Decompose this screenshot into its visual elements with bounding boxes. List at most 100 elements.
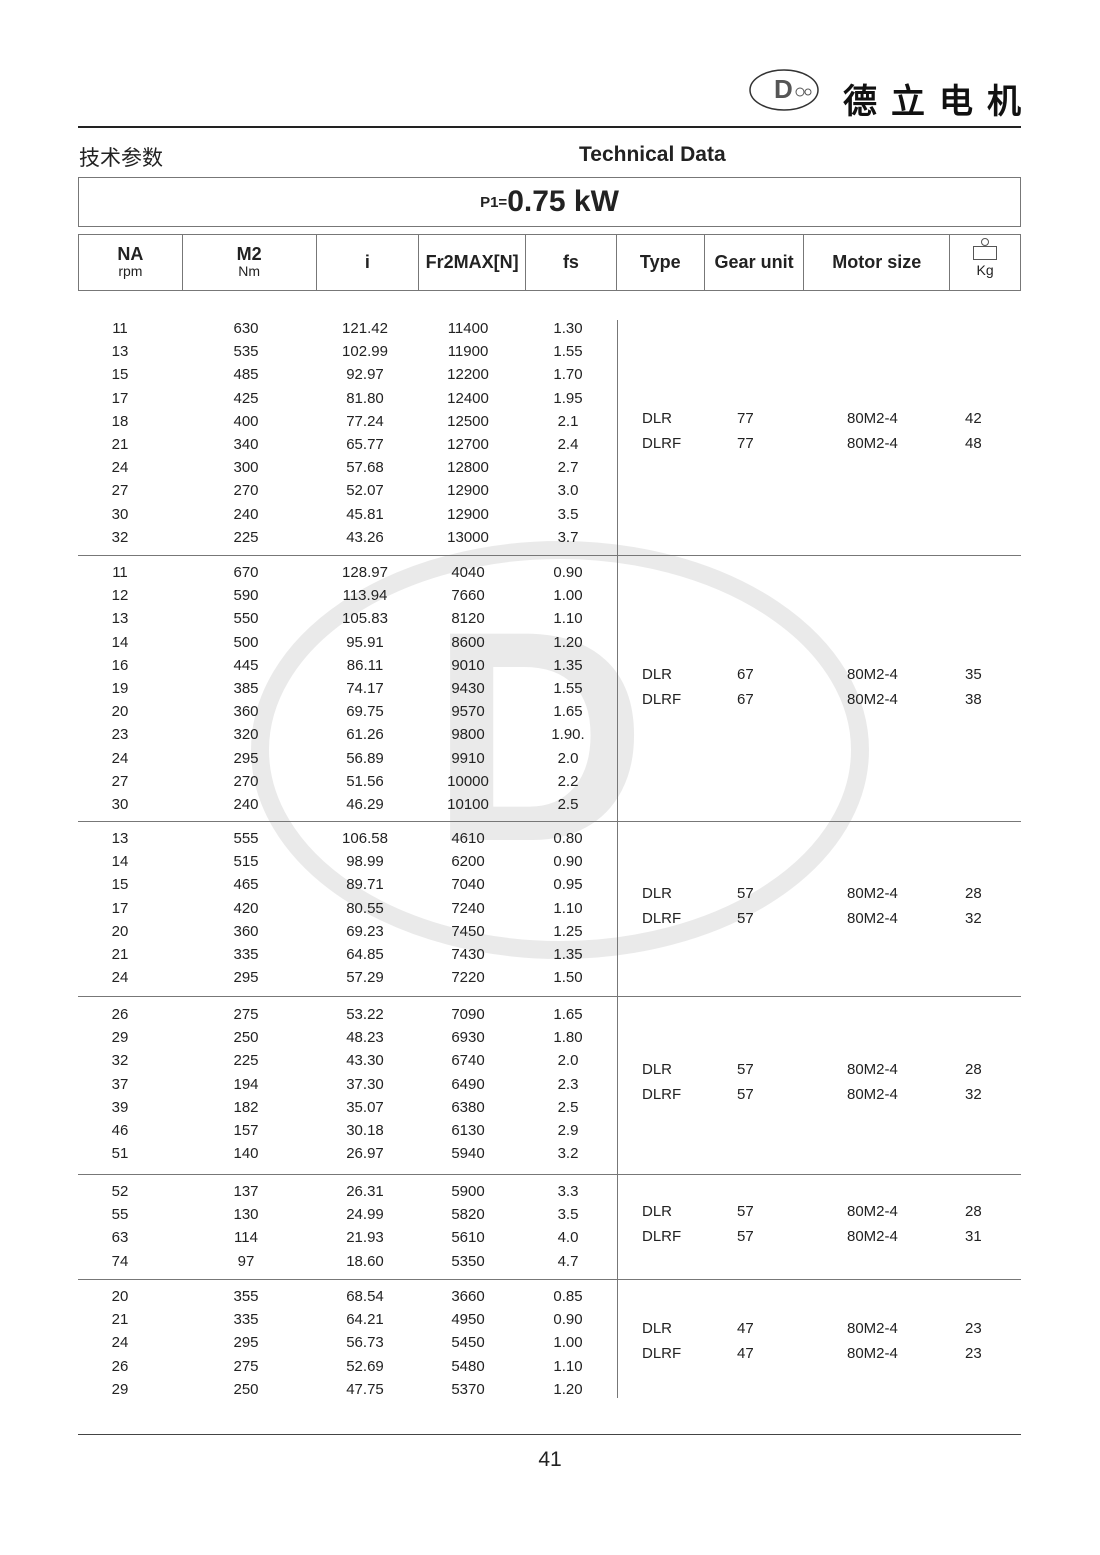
- cell-motor-size: 80M2-4: [847, 1345, 898, 1362]
- table-row: 52 137 26.31 5900 3.3: [78, 1179, 1021, 1202]
- cell-fs: 1.80: [553, 1029, 583, 1047]
- cell-motor-size: 80M2-4: [847, 885, 898, 903]
- spec-group: 26 275 53.22 7090 1.65 29 250 48.23 6930 1.80 32 22…: [78, 1002, 1021, 1164]
- cell-type: DLR: [642, 1320, 673, 1337]
- cell-m2: 130: [233, 1206, 259, 1224]
- cell-fr: 9800: [451, 726, 485, 744]
- cell-m2: 182: [233, 1098, 259, 1116]
- table-row: 29 250 47.75 5370 1.20: [78, 1377, 1021, 1400]
- cell-na: 24: [111, 749, 129, 767]
- cell-i: 57.29: [346, 969, 384, 987]
- cell-i: 89.71: [346, 876, 384, 894]
- table-row: 30 240 46.29 10100 2.5: [78, 792, 1021, 815]
- cell-type: DLRF: [642, 435, 682, 452]
- table-row: 27 270 52.07 12900 3.0: [78, 478, 1021, 501]
- cell-i: 46.29: [346, 795, 384, 813]
- cell-na: 24: [111, 969, 129, 987]
- cell-i: 30.18: [346, 1121, 384, 1139]
- cell-gear-unit: 47: [737, 1345, 754, 1362]
- cell-i: 21.93: [346, 1229, 384, 1247]
- cell-m2: 465: [233, 876, 259, 894]
- cell-fs: 1.55: [553, 343, 583, 361]
- cell-m2: 240: [233, 795, 259, 813]
- cell-fr: 12700: [447, 435, 489, 453]
- cell-na: 14: [111, 633, 129, 651]
- cell-m2: 275: [233, 1006, 259, 1023]
- table-row: 29 250 48.23 6930 1.80: [78, 1025, 1021, 1048]
- table-row: 23 320 61.26 9800 1.90.: [78, 722, 1021, 745]
- cell-i: 35.07: [346, 1098, 384, 1116]
- page-number: 41: [538, 1448, 562, 1471]
- cell-na: 32: [111, 528, 129, 546]
- table-row: 39 182 35.07 6380 2.5: [78, 1095, 1021, 1118]
- cell-na: 27: [111, 482, 129, 500]
- table-row: 24 295 57.29 7220 1.50: [78, 965, 1021, 988]
- cell-fr: 9570: [451, 703, 485, 721]
- table-row: 21 335 64.85 7430 1.35: [78, 942, 1021, 965]
- power-rating: P1= 0.75 kW: [78, 177, 1021, 227]
- cell-i: 43.30: [346, 1052, 384, 1070]
- cell-na: 30: [111, 505, 129, 523]
- table-row: 13 550 105.83 8120 1.10: [78, 606, 1021, 629]
- group-separator: [78, 1279, 1021, 1280]
- type-row: DLRF 57 80M2-4 32: [78, 1083, 1021, 1108]
- spec-group: 11 630 121.42 11400 1.30 13 535 102.99 11900 1.55…: [78, 316, 1021, 548]
- cell-fs: 4.0: [557, 1229, 579, 1247]
- cell-type: DLRF: [642, 690, 682, 708]
- group-separator: [78, 821, 1021, 822]
- table-row: 74 97 18.60 5350 4.7: [78, 1249, 1021, 1272]
- cell-type: DLR: [642, 410, 673, 427]
- type-row: DLR 57 80M2-4 28: [78, 1200, 1021, 1225]
- cell-type: DLRF: [642, 910, 682, 928]
- cell-i: 51.56: [346, 772, 384, 790]
- cell-motor-size: 80M2-4: [847, 1203, 898, 1221]
- cell-fr: 3660: [451, 1288, 485, 1305]
- cell-weight: 31: [965, 1228, 982, 1246]
- cell-fr: 7040: [451, 876, 485, 894]
- cell-na: 17: [111, 389, 129, 407]
- cell-fs: 1.65: [553, 1006, 583, 1023]
- cell-gear-unit: 57: [737, 910, 754, 928]
- table-row: 26 275 53.22 7090 1.65: [78, 1002, 1021, 1025]
- cell-na: 15: [111, 366, 129, 384]
- cell-fr: 6930: [451, 1029, 485, 1047]
- cell-fr: 6380: [451, 1098, 485, 1116]
- cell-m2: 320: [233, 726, 259, 744]
- cell-gear-unit: 77: [737, 435, 754, 452]
- cell-fs: 1.25: [553, 922, 583, 940]
- cell-fs: 2.1: [557, 412, 579, 430]
- cell-m2: 555: [233, 830, 259, 847]
- cell-weight: 48: [965, 435, 982, 452]
- cell-na: 32: [111, 1052, 129, 1070]
- cell-i: 61.26: [346, 726, 384, 744]
- cell-i: 86.11: [346, 656, 384, 674]
- cell-i: 24.99: [346, 1206, 384, 1224]
- cell-fs: 1.70: [553, 366, 583, 384]
- cell-i: 48.23: [346, 1029, 384, 1047]
- cell-fs: 1.55: [553, 679, 583, 697]
- cell-m2: 194: [233, 1075, 259, 1093]
- cell-fr: 12200: [447, 366, 489, 384]
- cell-m2: 240: [233, 505, 259, 523]
- table-row: 18 400 77.24 12500 2.1: [78, 409, 1021, 432]
- column-divider: [617, 320, 618, 1398]
- cell-fs: 1.00: [553, 1334, 583, 1352]
- cell-motor-size: 80M2-4: [847, 1086, 898, 1104]
- cell-na: 15: [111, 876, 129, 894]
- cell-fr: 6490: [451, 1075, 485, 1093]
- cell-i: 64.85: [346, 945, 384, 963]
- table-row: 14 515 98.99 6200 0.90: [78, 849, 1021, 872]
- cell-na: 23: [111, 726, 129, 744]
- table-row: 11 670 128.97 4040 0.90: [78, 560, 1021, 583]
- col-m2: M2 Nm: [183, 235, 317, 290]
- cell-i: 45.81: [346, 505, 384, 523]
- cell-i: 57.68: [346, 459, 384, 477]
- cell-fr: 12800: [447, 459, 489, 477]
- cell-fs: 1.35: [553, 945, 583, 963]
- cell-fs: 1.50: [553, 969, 583, 987]
- cell-gear-unit: 57: [737, 1228, 754, 1246]
- cell-fs: 2.4: [557, 435, 579, 453]
- col-i: i: [317, 235, 420, 290]
- power-value: 0.75 kW: [507, 185, 619, 218]
